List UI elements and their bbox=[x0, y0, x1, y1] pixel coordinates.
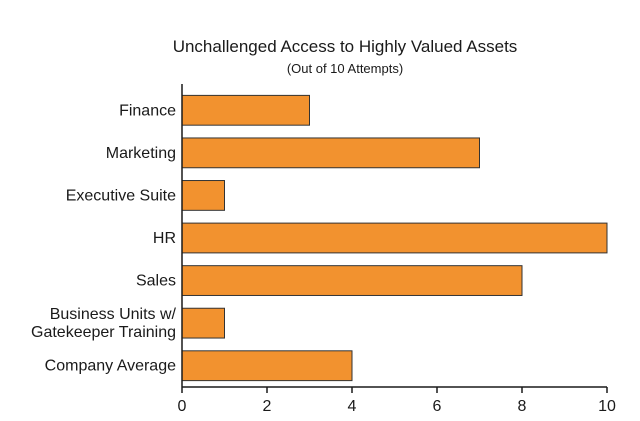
bar bbox=[181, 307, 225, 339]
category-label: Company Average bbox=[45, 358, 176, 375]
chart-title: Unchallenged Access to Highly Valued Ass… bbox=[173, 37, 518, 56]
bar bbox=[181, 180, 225, 211]
category-label: Finance bbox=[119, 102, 176, 119]
bar bbox=[181, 137, 480, 169]
category-label: Gatekeeper Training bbox=[31, 324, 176, 341]
bars-group bbox=[181, 94, 608, 382]
bar bbox=[181, 222, 608, 254]
category-label: HR bbox=[153, 230, 176, 247]
x-tick-label: 0 bbox=[178, 398, 187, 415]
bar bbox=[181, 94, 310, 126]
x-tick-label: 4 bbox=[348, 398, 357, 415]
chart-subtitle: (Out of 10 Attempts) bbox=[287, 61, 403, 76]
x-axis-ticks: 0 2 4 6 8 10 bbox=[178, 387, 616, 415]
bar bbox=[181, 265, 523, 296]
category-labels: Finance Marketing Executive Suite HR Sales Bu… bbox=[31, 102, 177, 374]
x-tick-label: 6 bbox=[433, 398, 442, 415]
category-label: Sales bbox=[136, 273, 176, 290]
x-tick-label: 2 bbox=[263, 398, 272, 415]
category-label: Marketing bbox=[106, 145, 176, 162]
category-label: Business Units w/ bbox=[50, 306, 177, 323]
bar bbox=[181, 350, 353, 382]
x-tick-label: 10 bbox=[598, 398, 616, 415]
x-tick-label: 8 bbox=[518, 398, 527, 415]
category-label: Executive Suite bbox=[66, 187, 176, 204]
